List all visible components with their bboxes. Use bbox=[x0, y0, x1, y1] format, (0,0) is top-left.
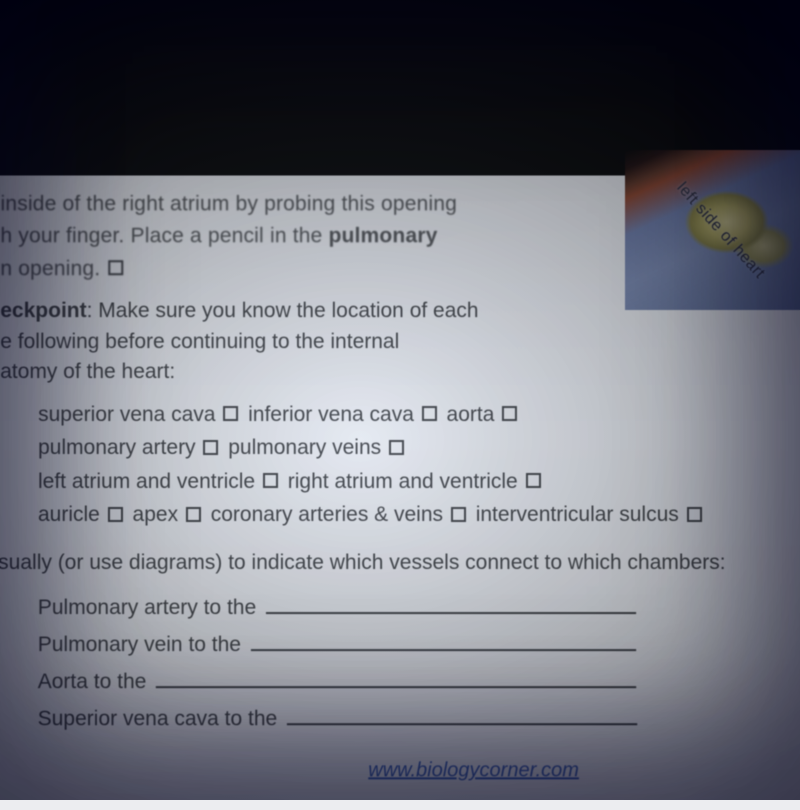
checkbox-rav[interactable] bbox=[526, 473, 541, 488]
checklist-row-1: superior vena cava inferior vena cava ao… bbox=[38, 398, 787, 432]
item-lav: left atrium and ventricle bbox=[38, 470, 261, 493]
checkbox-pa[interactable] bbox=[203, 440, 218, 455]
fill-label-3: Aorta to the bbox=[38, 670, 153, 693]
checkbox-aorta[interactable] bbox=[502, 406, 517, 421]
blank-2[interactable] bbox=[251, 628, 636, 651]
checkpoint-block: eckpoint: Make sure you know the locatio… bbox=[0, 296, 787, 387]
item-sulcus: interventricular sulcus bbox=[470, 503, 685, 526]
source-link[interactable]: www.biologycorner.com bbox=[368, 760, 579, 782]
checklist-row-4: auricle apex coronary arteries & veins i… bbox=[38, 498, 787, 532]
blank-4[interactable] bbox=[287, 702, 637, 725]
footer-link-wrap: www.biologycorner.com bbox=[160, 756, 788, 787]
cutoff-text-3a: n opening. bbox=[0, 257, 106, 280]
black-bar-top bbox=[0, 0, 800, 175]
vessels-question: Visually (or use diagrams) to indicate w… bbox=[0, 548, 787, 578]
item-pa: pulmonary artery bbox=[38, 436, 201, 459]
checkpoint-text-2: e following before continuing to the int… bbox=[0, 330, 399, 353]
item-rav: right atrium and ventricle bbox=[282, 470, 524, 493]
fill-label-4: Superior vena cava to the bbox=[38, 707, 283, 730]
item-apex: apex bbox=[127, 503, 184, 526]
anatomy-checklist: superior vena cava inferior vena cava ao… bbox=[38, 398, 787, 532]
photo-caption: left side of heart bbox=[673, 179, 769, 282]
heart-photo: left side of heart bbox=[625, 150, 800, 310]
item-pv: pulmonary veins bbox=[222, 436, 387, 459]
checkbox-pv[interactable] bbox=[389, 440, 404, 455]
checkbox-coronary[interactable] bbox=[451, 507, 466, 522]
checklist-row-3: left atrium and ventricle right atrium a… bbox=[38, 465, 787, 499]
item-ivc: inferior vena cava bbox=[242, 403, 419, 426]
checkbox-sulcus[interactable] bbox=[687, 507, 702, 522]
item-auricle: auricle bbox=[38, 503, 106, 526]
checkbox-auricle[interactable] bbox=[108, 507, 123, 522]
fill-row-3: Aorta to the bbox=[38, 664, 788, 701]
checkbox-opening[interactable] bbox=[108, 261, 123, 276]
fill-label-2: Pulmonary vein to the bbox=[38, 633, 247, 656]
checkpoint-text-3: atomy of the heart: bbox=[0, 360, 175, 383]
fill-row-1: Pulmonary artery to the bbox=[38, 590, 787, 627]
checkpoint-text-1: : Make sure you know the location of eac… bbox=[87, 299, 479, 322]
blank-1[interactable] bbox=[266, 591, 636, 614]
checkbox-lav[interactable] bbox=[263, 473, 278, 488]
blank-3[interactable] bbox=[156, 665, 636, 688]
fill-row-2: Pulmonary vein to the bbox=[38, 627, 788, 664]
item-svc: superior vena cava bbox=[38, 403, 221, 426]
fill-row-4: Superior vena cava to the bbox=[38, 701, 788, 738]
checkbox-apex[interactable] bbox=[186, 507, 201, 522]
fill-label-1: Pulmonary artery to the bbox=[38, 596, 262, 619]
checkbox-svc[interactable] bbox=[223, 406, 238, 421]
checkbox-ivc[interactable] bbox=[422, 406, 437, 421]
checkpoint-label: eckpoint bbox=[0, 299, 86, 322]
item-coronary: coronary arteries & veins bbox=[205, 503, 449, 526]
item-aorta: aorta bbox=[441, 403, 501, 426]
checklist-row-2: pulmonary artery pulmonary veins bbox=[38, 431, 787, 465]
fill-in-list: Pulmonary artery to the Pulmonary vein t… bbox=[38, 590, 788, 737]
cutoff-text-2a: h your finger. Place a pencil in the bbox=[0, 225, 328, 248]
pulmonary-bold: pulmonary bbox=[329, 225, 438, 248]
